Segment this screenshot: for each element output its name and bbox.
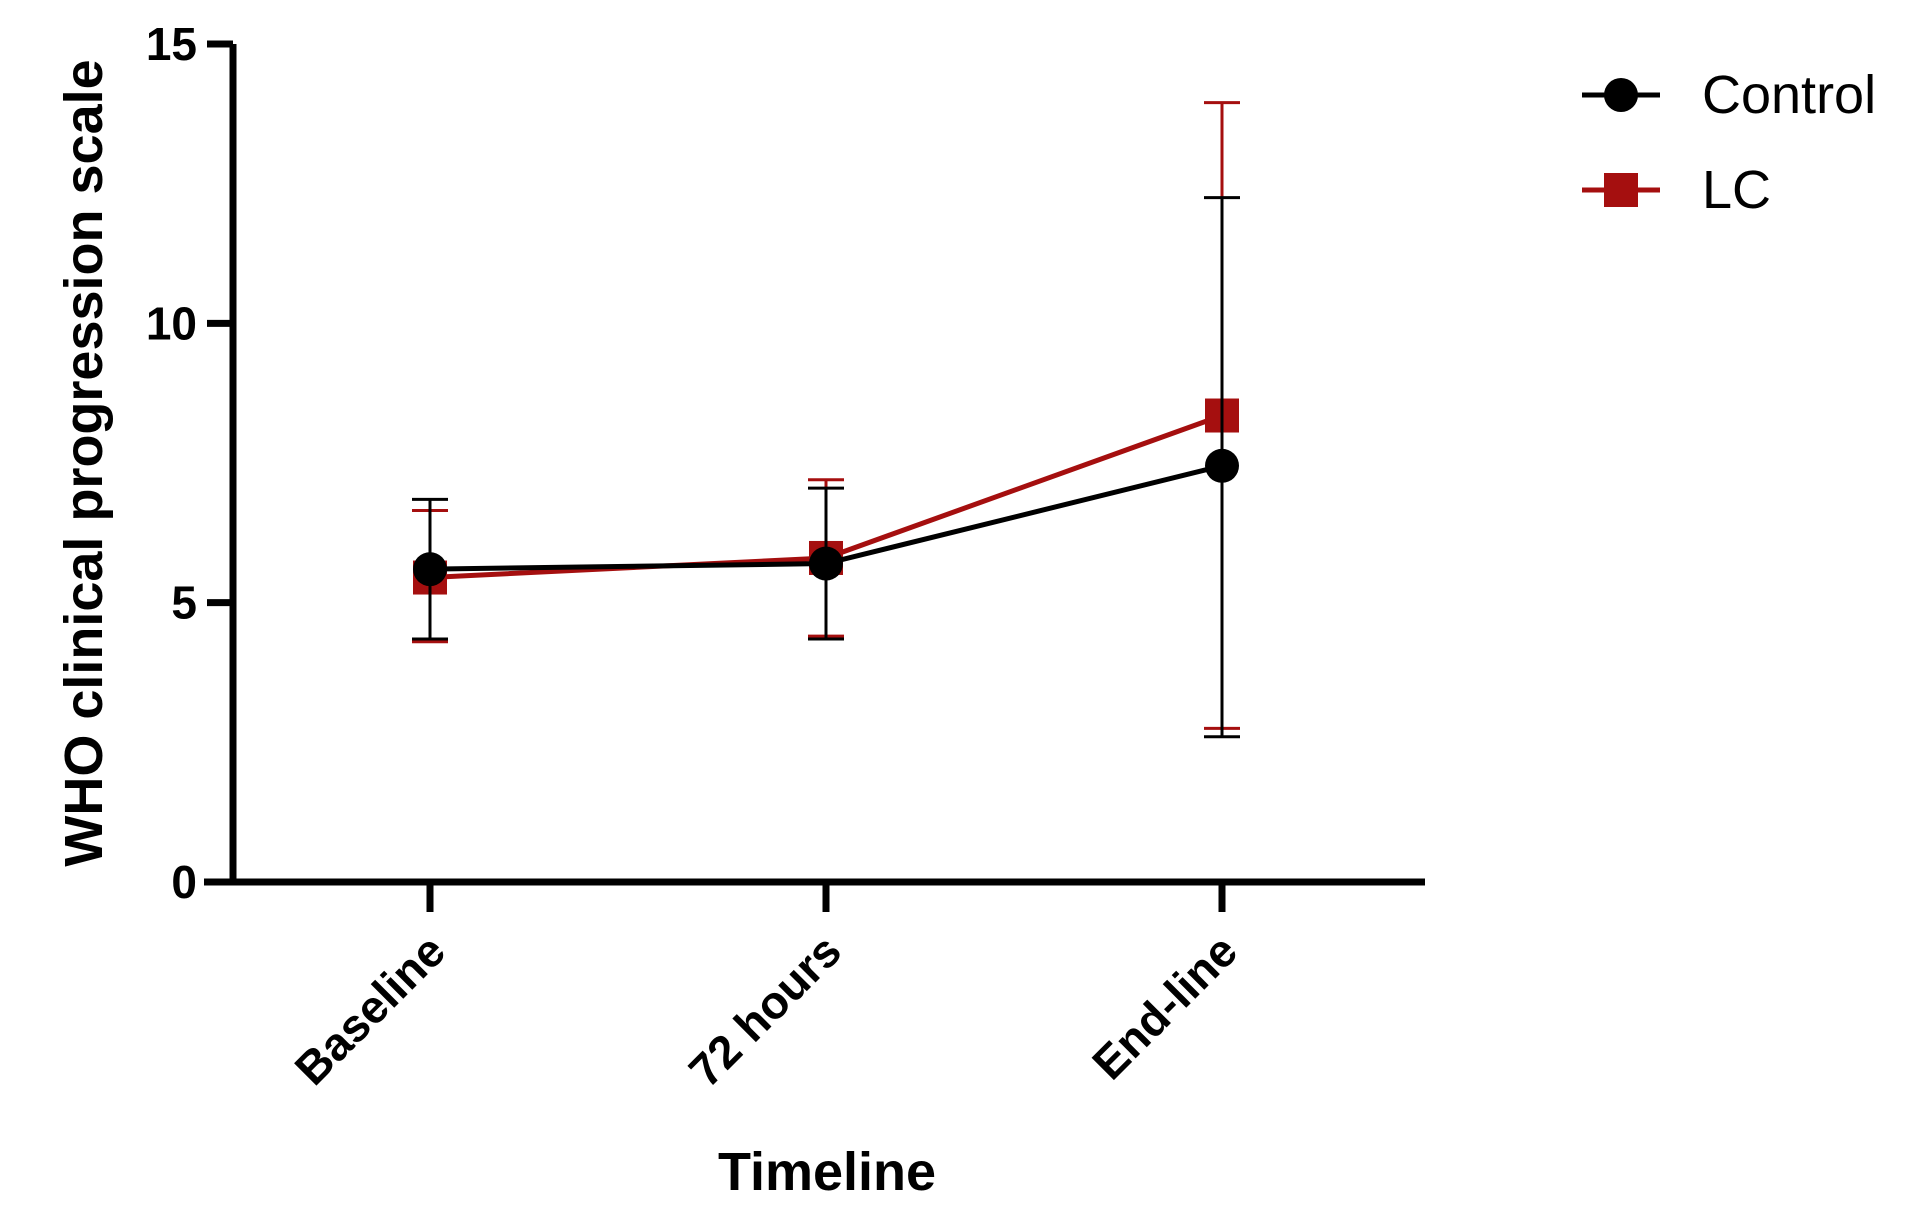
- legend-label-control: Control: [1702, 65, 1876, 125]
- y-tick-label: 10: [146, 297, 197, 349]
- y-tick-label: 15: [146, 18, 197, 70]
- y-axis-title: WHO clinical progression scale: [54, 59, 114, 866]
- data-point-circle: [1205, 448, 1239, 483]
- legend-item-control: Control: [1582, 65, 1876, 125]
- legend-marker-square-icon: [1604, 173, 1638, 207]
- x-tick-label: End-line: [1082, 924, 1247, 1089]
- y-tick-label: 5: [171, 577, 197, 629]
- x-tick-label: Baseline: [285, 924, 456, 1095]
- legend-label-lc: LC: [1702, 160, 1771, 220]
- x-axis-ticks: Baseline 72 hours End-line: [285, 882, 1247, 1097]
- y-axis-ticks: 0 5 10 15: [146, 18, 233, 908]
- legend-marker-circle-icon: [1604, 78, 1638, 112]
- x-axis-title: Timeline: [718, 1142, 936, 1202]
- data-point-circle: [809, 546, 843, 581]
- legend-item-lc: LC: [1582, 160, 1771, 220]
- data-point-circle: [413, 552, 447, 587]
- series-layer: [412, 101, 1240, 739]
- legend: Control LC: [1582, 65, 1876, 220]
- series-control: [412, 196, 1240, 739]
- y-tick-label: 0: [171, 856, 197, 908]
- x-tick-label: 72 hours: [679, 924, 851, 1096]
